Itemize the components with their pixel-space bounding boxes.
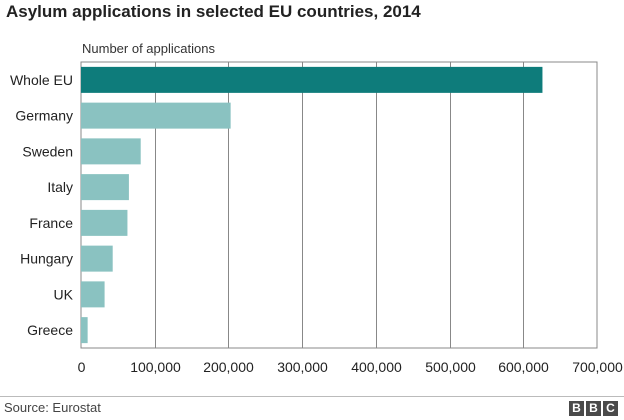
bar bbox=[81, 209, 128, 236]
x-tick-label: 600,000 bbox=[498, 359, 549, 375]
bar bbox=[81, 102, 231, 129]
chart-title: Asylum applications in selected EU count… bbox=[6, 2, 421, 21]
y-tick-label: Whole EU bbox=[10, 72, 73, 88]
bar bbox=[81, 138, 141, 165]
x-tick-label: 100,000 bbox=[130, 359, 181, 375]
bar-chart: 0 100,000 200,000 300,000 400,000 500,000 600,… bbox=[10, 61, 623, 375]
x-tick-label: 0 bbox=[78, 359, 86, 375]
bar bbox=[81, 245, 113, 272]
bar bbox=[81, 66, 543, 93]
plot-frame bbox=[80, 61, 598, 349]
x-tick-label: 500,000 bbox=[425, 359, 476, 375]
y-tick-label: Greece bbox=[27, 322, 73, 338]
bbc-logo: B B C bbox=[569, 401, 618, 416]
x-tick-label: 400,000 bbox=[351, 359, 402, 375]
y-tick-label: UK bbox=[54, 286, 74, 302]
logo-letter: B bbox=[569, 401, 584, 416]
bar bbox=[81, 174, 129, 201]
x-tick-label: 300,000 bbox=[277, 359, 328, 375]
x-tick-label: 200,000 bbox=[203, 359, 254, 375]
y-tick-label: Hungary bbox=[20, 251, 73, 267]
bar bbox=[81, 281, 105, 308]
bar bbox=[81, 317, 88, 344]
footer-divider bbox=[0, 396, 624, 397]
y-tick-label: Germany bbox=[15, 108, 73, 124]
y-tick-label: Sweden bbox=[22, 143, 73, 159]
logo-letter: C bbox=[603, 401, 618, 416]
y-tick-label: France bbox=[29, 215, 73, 231]
axis-label: Number of applications bbox=[82, 41, 215, 56]
logo-letter: B bbox=[586, 401, 601, 416]
y-tick-label: Italy bbox=[47, 179, 73, 195]
source-note: Source: Eurostat bbox=[4, 400, 101, 415]
x-tick-label: 700,000 bbox=[572, 359, 623, 375]
